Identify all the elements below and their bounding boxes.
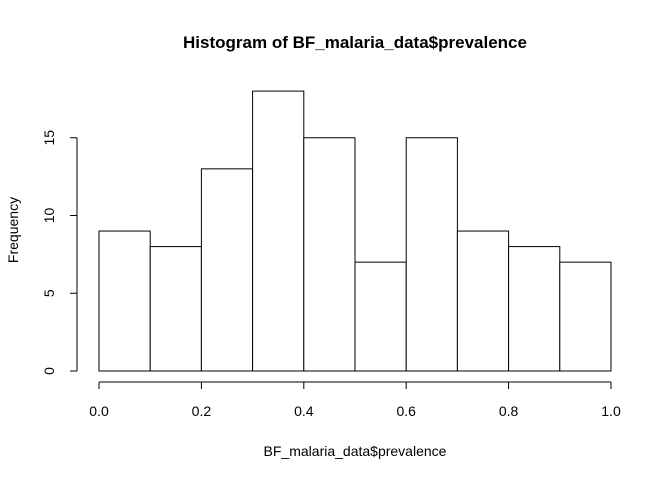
x-tick-label: 1.0 <box>601 403 621 419</box>
y-axis-label: Frequency <box>5 197 21 263</box>
x-tick-label: 0.8 <box>499 403 519 419</box>
histogram-bar <box>98 230 151 372</box>
histogram-bar <box>354 261 407 372</box>
histogram-bar <box>508 246 561 372</box>
x-axis-label: BF_malaria_data$prevalence <box>264 443 447 459</box>
x-axis: 0.0 0.2 0.4 0.6 0.8 1.0 <box>89 381 621 419</box>
x-tick-label: 0.0 <box>89 403 109 419</box>
histogram-bar <box>149 246 202 372</box>
histogram-bar <box>456 230 510 372</box>
y-axis: 0 5 10 15 <box>41 130 78 375</box>
histogram-bar <box>405 137 458 372</box>
x-tick-label: 0.6 <box>396 403 416 419</box>
x-tick-label: 0.2 <box>192 403 212 419</box>
y-tick-label: 15 <box>41 130 57 146</box>
histogram-bar <box>303 137 356 372</box>
x-tick-label: 0.4 <box>294 403 314 419</box>
histogram-bar <box>559 261 612 372</box>
y-tick-label: 0 <box>41 367 57 375</box>
histogram-bar <box>200 168 254 372</box>
chart-title: Histogram of BF_malaria_data$prevalence <box>183 33 527 52</box>
bars-group <box>98 90 612 372</box>
histogram-bar <box>252 90 305 372</box>
y-tick-label: 10 <box>41 208 57 224</box>
y-tick-label: 5 <box>41 289 57 297</box>
